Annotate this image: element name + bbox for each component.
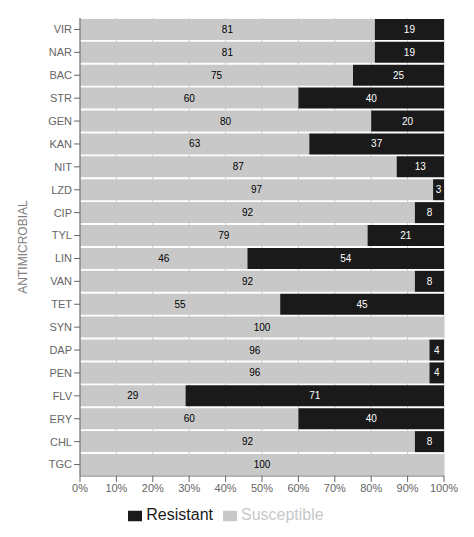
svg-text:TET: TET bbox=[51, 298, 72, 310]
svg-text:DAP: DAP bbox=[49, 344, 72, 356]
svg-text:10%: 10% bbox=[105, 482, 127, 494]
svg-text:4: 4 bbox=[434, 345, 440, 356]
svg-text:LIN: LIN bbox=[55, 252, 72, 264]
html-text:Resistant: Resistant bbox=[146, 506, 213, 523]
svg-text:92: 92 bbox=[242, 207, 254, 218]
svg-text:13: 13 bbox=[415, 161, 427, 172]
svg-text:40%: 40% bbox=[215, 482, 237, 494]
svg-text:60%: 60% bbox=[287, 482, 309, 494]
svg-text:3: 3 bbox=[436, 184, 442, 195]
html-text:Susceptible: Susceptible bbox=[241, 506, 324, 523]
svg-text:STR: STR bbox=[50, 92, 72, 104]
svg-text:100: 100 bbox=[254, 322, 271, 333]
svg-text:63: 63 bbox=[189, 138, 201, 149]
svg-text:60: 60 bbox=[184, 93, 196, 104]
svg-text:97: 97 bbox=[251, 184, 263, 195]
svg-text:19: 19 bbox=[404, 24, 416, 35]
svg-text:8: 8 bbox=[427, 436, 433, 447]
svg-text:8: 8 bbox=[427, 276, 433, 287]
svg-text:29: 29 bbox=[127, 390, 139, 401]
svg-text:NAR: NAR bbox=[49, 46, 72, 58]
svg-text:90%: 90% bbox=[397, 482, 419, 494]
svg-text:LZD: LZD bbox=[51, 184, 72, 196]
svg-text:0%: 0% bbox=[72, 482, 88, 494]
svg-text:40: 40 bbox=[366, 413, 378, 424]
svg-text:ANTIMICROBIAL: ANTIMICROBIAL bbox=[16, 200, 30, 294]
svg-text:21: 21 bbox=[400, 230, 412, 241]
svg-text:100: 100 bbox=[254, 459, 271, 470]
svg-text:20%: 20% bbox=[142, 482, 164, 494]
svg-text:71: 71 bbox=[309, 390, 321, 401]
svg-text:TGC: TGC bbox=[49, 458, 72, 470]
svg-text:CHL: CHL bbox=[50, 436, 72, 448]
svg-text:80: 80 bbox=[220, 116, 232, 127]
svg-text:PEN: PEN bbox=[49, 367, 72, 379]
svg-text:87: 87 bbox=[233, 161, 245, 172]
svg-text:45: 45 bbox=[357, 299, 369, 310]
svg-text:NIT: NIT bbox=[54, 161, 72, 173]
svg-text:75: 75 bbox=[211, 70, 223, 81]
svg-text:81: 81 bbox=[222, 24, 234, 35]
svg-text:4: 4 bbox=[434, 367, 440, 378]
svg-text:VAN: VAN bbox=[50, 275, 72, 287]
svg-text:8: 8 bbox=[427, 207, 433, 218]
svg-text:30%: 30% bbox=[178, 482, 200, 494]
svg-text:80%: 80% bbox=[360, 482, 382, 494]
svg-text:96: 96 bbox=[249, 345, 261, 356]
svg-text:50%: 50% bbox=[251, 482, 273, 494]
svg-text:70%: 70% bbox=[324, 482, 346, 494]
svg-text:79: 79 bbox=[218, 230, 230, 241]
svg-text:20: 20 bbox=[402, 116, 414, 127]
svg-text:46: 46 bbox=[158, 253, 170, 264]
svg-text:92: 92 bbox=[242, 276, 254, 287]
svg-text:19: 19 bbox=[404, 47, 416, 58]
svg-text:81: 81 bbox=[222, 47, 234, 58]
svg-text:VIR: VIR bbox=[54, 23, 72, 35]
svg-text:92: 92 bbox=[242, 436, 254, 447]
svg-text:96: 96 bbox=[249, 367, 261, 378]
svg-text:TYL: TYL bbox=[52, 229, 72, 241]
svg-text:100%: 100% bbox=[430, 482, 458, 494]
svg-text:FLV: FLV bbox=[53, 390, 73, 402]
svg-text:KAN: KAN bbox=[49, 138, 72, 150]
svg-text:37: 37 bbox=[371, 138, 383, 149]
svg-text:54: 54 bbox=[340, 253, 352, 264]
svg-text:60: 60 bbox=[184, 413, 196, 424]
svg-text:SYN: SYN bbox=[49, 321, 72, 333]
svg-text:CIP: CIP bbox=[54, 207, 72, 219]
svg-text:GEN: GEN bbox=[48, 115, 72, 127]
svg-text:40: 40 bbox=[366, 93, 378, 104]
svg-text:BAC: BAC bbox=[49, 69, 72, 81]
svg-text:ERY: ERY bbox=[50, 413, 73, 425]
svg-text:25: 25 bbox=[393, 70, 405, 81]
svg-text:55: 55 bbox=[175, 299, 187, 310]
